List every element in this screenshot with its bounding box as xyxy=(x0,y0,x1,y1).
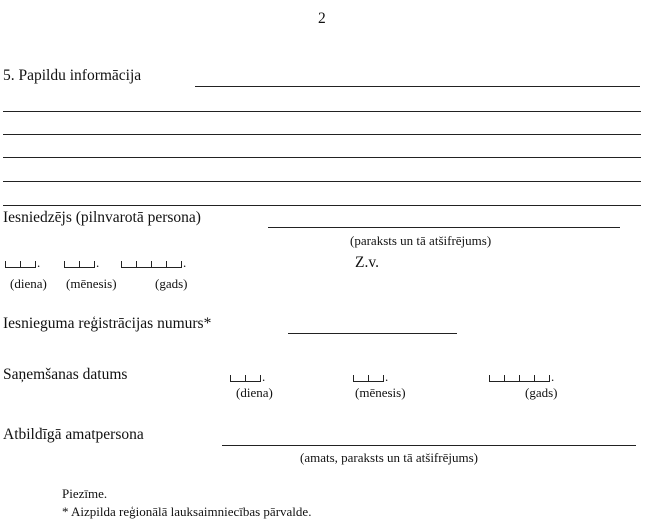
applicant-signature-caption: (paraksts un tā atšifrējums) xyxy=(350,233,492,248)
received-day-caption: (diena) xyxy=(236,385,273,400)
additional-info-line[interactable] xyxy=(3,181,641,182)
received-date-label: Saņemšanas datums xyxy=(3,366,128,383)
received-month-caption: (mēnesis) xyxy=(355,385,406,400)
applicant-label: Iesniedzējs (pilnvarotā persona) xyxy=(3,209,201,226)
applicant-date-day[interactable]: . xyxy=(5,256,40,269)
note-text: * Aizpilda reģionālā lauksaimniecības pā… xyxy=(62,504,312,519)
additional-info-line[interactable] xyxy=(3,205,641,206)
section-5-heading: 5. Papildu informācija xyxy=(3,67,142,84)
additional-info-line[interactable] xyxy=(3,157,641,158)
received-date-month[interactable]: . xyxy=(353,370,388,383)
registration-number-line[interactable] xyxy=(288,333,457,334)
day-caption: (diena) xyxy=(10,276,47,291)
additional-info-line[interactable] xyxy=(3,111,641,112)
official-label: Atbildīgā amatpersona xyxy=(3,426,144,443)
received-date-day[interactable]: . xyxy=(230,370,265,383)
applicant-date-month[interactable]: . xyxy=(64,256,99,269)
additional-info-line[interactable] xyxy=(195,86,640,87)
received-year-caption: (gads) xyxy=(525,385,558,400)
additional-info-line[interactable] xyxy=(3,134,641,135)
applicant-date-year[interactable]: . xyxy=(121,256,186,269)
applicant-signature-line[interactable] xyxy=(268,227,620,228)
received-date-year[interactable]: . xyxy=(489,370,554,383)
official-signature-caption: (amats, paraksts un tā atšifrējums) xyxy=(300,450,478,465)
month-caption: (mēnesis) xyxy=(66,276,117,291)
year-caption: (gads) xyxy=(155,276,188,291)
registration-number-label: Iesnieguma reģistrācijas numurs* xyxy=(3,315,212,332)
note-title: Piezīme. xyxy=(62,486,108,501)
seal-placeholder: Z.v. xyxy=(355,254,379,271)
official-signature-line[interactable] xyxy=(222,445,636,446)
page-number: 2 xyxy=(318,10,326,27)
